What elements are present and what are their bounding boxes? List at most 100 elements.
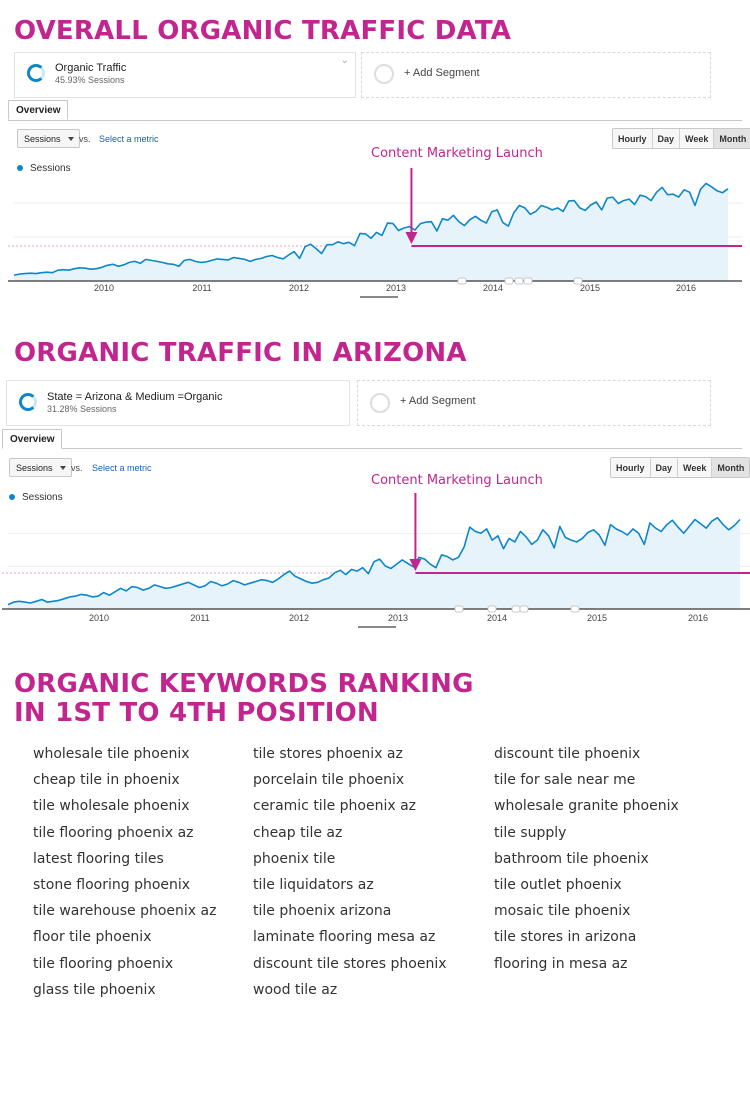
metric-dropdown-label: Sessions: [24, 134, 61, 144]
x-tick-label: 2015: [580, 283, 600, 293]
add-segment-label: + Add Segment: [400, 395, 476, 407]
segment-arizona-organic[interactable]: State = Arizona & Medium =Organic 31.28%…: [6, 380, 350, 426]
granularity-buttons: Hourly Day Week Month: [612, 128, 750, 149]
heading-keywords: ORGANIC KEYWORDS RANKING IN 1ST TO 4TH P…: [14, 670, 474, 728]
x-tick-label: 2012: [289, 283, 309, 293]
add-segment-label: + Add Segment: [404, 67, 480, 79]
keyword-item: mosaic tile phoenix: [494, 903, 631, 920]
tab-overview[interactable]: Overview: [8, 100, 69, 120]
x-tick-label: 2015: [587, 613, 607, 623]
keyword-item: tile flooring phoenix: [33, 955, 174, 972]
add-segment[interactable]: + Add Segment: [357, 380, 711, 426]
sessions-line: [13, 182, 729, 276]
annotation-marker: [454, 605, 464, 613]
x-tick-label: 2014: [483, 283, 503, 293]
tab-overview[interactable]: Overview: [2, 429, 63, 449]
tab-underline: [2, 448, 742, 449]
legend-label: Sessions: [22, 492, 63, 503]
heading-overall-traffic: OVERALL ORGANIC TRAFFIC DATA: [14, 16, 512, 46]
keyword-item: ceramic tile phoenix az: [253, 798, 417, 815]
x-tick-label: 2011: [192, 283, 211, 293]
chevron-down-icon[interactable]: ⌄: [340, 55, 349, 66]
metric-dropdown-label: Sessions: [16, 463, 53, 473]
keyword-item: tile wholesale phoenix: [33, 798, 190, 815]
annotation-marker: [523, 277, 533, 285]
keyword-item: laminate flooring mesa az: [253, 929, 436, 946]
x-tick-label: 2010: [89, 613, 109, 623]
segment-ring-icon: [27, 64, 45, 82]
annotation-marker: [573, 277, 583, 285]
heading-arizona-traffic: ORGANIC TRAFFIC IN ARIZONA: [14, 338, 467, 368]
chart-legend: Sessions: [9, 492, 63, 503]
keyword-item: tile supply: [494, 824, 567, 841]
vs-label: vs.: [71, 463, 83, 473]
x-tick-label: 2014: [487, 613, 507, 623]
keyword-item: tile phoenix arizona: [253, 903, 392, 920]
annotation-marker: [457, 277, 467, 285]
keyword-column-3: discount tile phoenix tile for sale near …: [494, 744, 679, 980]
btn-hourly[interactable]: Hourly: [611, 458, 651, 477]
metric-dropdown[interactable]: Sessions: [17, 129, 80, 148]
keyword-item: wholesale tile phoenix: [33, 746, 190, 762]
keyword-item: wood tile az: [253, 981, 338, 998]
sessions-chart-overall: 2010 2011 2012 2013 2014 2015 2016: [8, 168, 742, 298]
keyword-item: glass tile phoenix: [33, 981, 156, 998]
keyword-item: phoenix tile: [253, 850, 336, 867]
caret-down-icon: [67, 137, 74, 141]
legend-label: Sessions: [30, 163, 71, 174]
keyword-item: tile outlet phoenix: [494, 876, 622, 893]
annotation-label: Content Marketing Launch: [371, 473, 543, 488]
keyword-item: tile for sale near me: [494, 772, 636, 789]
keyword-item: tile stores phoenix az: [253, 746, 403, 762]
keyword-item: wholesale granite phoenix: [494, 798, 679, 815]
keyword-item: tile stores in arizona: [494, 929, 637, 946]
select-metric-link[interactable]: Select a metric: [92, 463, 152, 473]
x-tick-label: 2012: [289, 613, 309, 623]
keyword-item: floor tile phoenix: [33, 929, 152, 946]
keyword-column-1: wholesale tile phoenix cheap tile in phoe…: [33, 744, 216, 1006]
keyword-item: tile liquidators az: [253, 876, 374, 893]
keyword-item: tile flooring phoenix az: [33, 824, 194, 841]
x-tick-label: 2016: [688, 613, 708, 623]
annotation-marker: [519, 605, 529, 613]
metric-dropdown[interactable]: Sessions: [9, 458, 72, 477]
btn-month[interactable]: Month: [712, 458, 750, 477]
tab-underline: [8, 120, 742, 121]
select-metric-link[interactable]: Select a metric: [99, 134, 159, 144]
btn-week[interactable]: Week: [680, 129, 715, 148]
annotation-marker: [504, 277, 514, 285]
add-circle-icon: [374, 64, 394, 84]
launch-arrow-head: [405, 232, 418, 244]
vs-label: vs.: [79, 134, 91, 144]
segment-subtitle: 31.28% Sessions: [47, 404, 117, 414]
chart-legend: Sessions: [17, 163, 71, 174]
segment-ring-icon: [19, 393, 37, 411]
keyword-item: tile warehouse phoenix az: [33, 903, 217, 920]
btn-hourly[interactable]: Hourly: [613, 129, 653, 148]
keyword-item: porcelain tile phoenix: [253, 772, 405, 789]
heading-keywords-line1: ORGANIC KEYWORDS RANKING: [14, 669, 474, 699]
keyword-item: bathroom tile phoenix: [494, 850, 649, 867]
sessions-chart-arizona: 2010 2011 2012 2013 2014 2015 2016: [2, 493, 750, 628]
btn-week[interactable]: Week: [678, 458, 713, 477]
add-segment[interactable]: + Add Segment: [361, 52, 711, 98]
heading-keywords-line2: IN 1ST TO 4TH POSITION: [14, 698, 379, 728]
x-tick-label: 2010: [94, 283, 114, 293]
keyword-item: flooring in mesa az: [494, 955, 628, 972]
x-tick-label: 2013: [386, 283, 406, 293]
btn-day[interactable]: Day: [652, 129, 681, 148]
annotation-label: Content Marketing Launch: [371, 146, 543, 161]
launch-arrow-head: [409, 559, 422, 571]
keyword-item: cheap tile in phoenix: [33, 772, 180, 789]
keyword-item: cheap tile az: [253, 824, 343, 841]
btn-month[interactable]: Month: [714, 129, 750, 148]
annotation-marker: [487, 605, 497, 613]
x-tick-label: 2011: [190, 613, 209, 623]
legend-dot-icon: [17, 165, 23, 172]
keyword-item: latest flooring tiles: [33, 850, 164, 867]
keyword-item: stone flooring phoenix: [33, 876, 191, 893]
segment-organic-traffic[interactable]: Organic Traffic 45.93% Sessions ⌄: [14, 52, 356, 98]
legend-dot-icon: [9, 494, 15, 501]
annotation-marker: [511, 605, 521, 613]
btn-day[interactable]: Day: [650, 458, 679, 477]
